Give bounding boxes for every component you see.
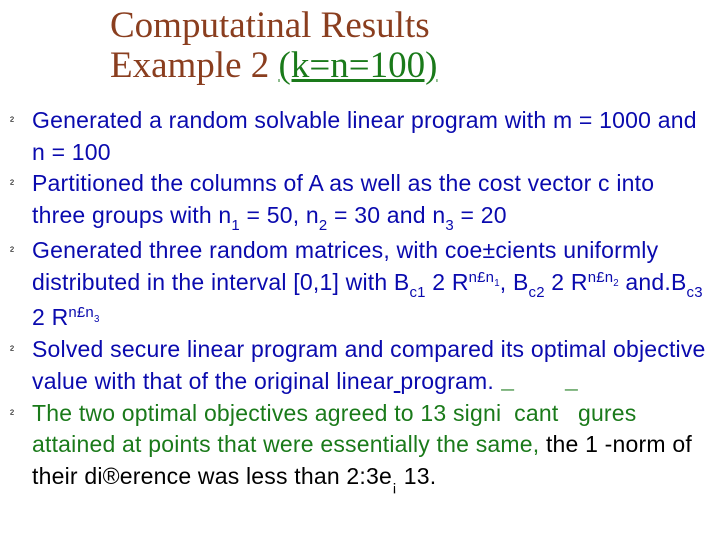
bullet-list: ² Generated a random solvable linear pro…: [8, 105, 712, 496]
bullet-text: Generated a random solvable linear progr…: [32, 105, 712, 168]
bullet-text: The two optimal objectives agreed to 13 …: [32, 398, 712, 497]
bullet-marker: ²: [8, 168, 32, 191]
bullet-marker: ²: [8, 334, 32, 357]
bullet-item: ² The two optimal objectives agreed to 1…: [8, 398, 712, 497]
title-block: Computatinal Results Example 2 (k=n=100): [110, 6, 670, 86]
bullet-text: Generated three random matrices, with co…: [32, 235, 712, 334]
bullet-item: ² Solved secure linear program and compa…: [8, 334, 712, 397]
title-line2-b: (k=n=100): [279, 45, 438, 86]
bullet-marker: ²: [8, 398, 32, 421]
bullet-item: ² Generated three random matrices, with …: [8, 235, 712, 334]
bullet-text: Partitioned the columns of A as well as …: [32, 168, 712, 235]
bullet-text: Solved secure linear program and compare…: [32, 334, 712, 397]
title-line2-a: Example 2: [110, 45, 279, 86]
bullet-item: ² Partitioned the columns of A as well a…: [8, 168, 712, 235]
bullet-marker: ²: [8, 105, 32, 128]
slide: Computatinal Results Example 2 (k=n=100)…: [0, 0, 720, 540]
title-line2-wrap: Example 2 (k=n=100): [110, 46, 670, 86]
bullet-marker: ²: [8, 235, 32, 258]
bullet-item: ² Generated a random solvable linear pro…: [8, 105, 712, 168]
title-line1: Computatinal Results: [110, 6, 670, 46]
